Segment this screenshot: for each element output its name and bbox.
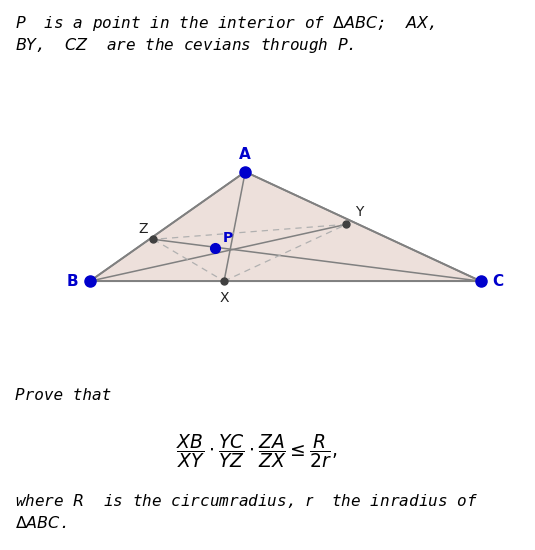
Text: $\dfrac{XB}{XY} \cdot \dfrac{YC}{YZ} \cdot \dfrac{ZA}{ZX} \leq \dfrac{R}{2r},$: $\dfrac{XB}{XY} \cdot \dfrac{YC}{YZ} \cd… [176, 432, 338, 470]
Text: Y: Y [355, 206, 363, 219]
Text: Prove that: Prove that [15, 388, 111, 403]
Text: B: B [66, 274, 78, 289]
Text: P: P [223, 232, 233, 245]
Text: Z: Z [138, 222, 148, 236]
Text: C: C [492, 274, 503, 289]
Text: X: X [219, 291, 229, 305]
Text: A: A [239, 147, 251, 162]
Polygon shape [90, 172, 480, 281]
Text: $\Delta ABC$.: $\Delta ABC$. [15, 515, 66, 531]
Text: $P$  is a point in the interior of $\Delta ABC$;  $AX$,: $P$ is a point in the interior of $\Delt… [15, 14, 435, 33]
Text: where $R$  is the circumradius, $r$  the inradius of: where $R$ is the circumradius, $r$ the i… [15, 492, 478, 510]
Text: $BY$,  $CZ$  are the cevians through $P$.: $BY$, $CZ$ are the cevians through $P$. [15, 36, 354, 55]
